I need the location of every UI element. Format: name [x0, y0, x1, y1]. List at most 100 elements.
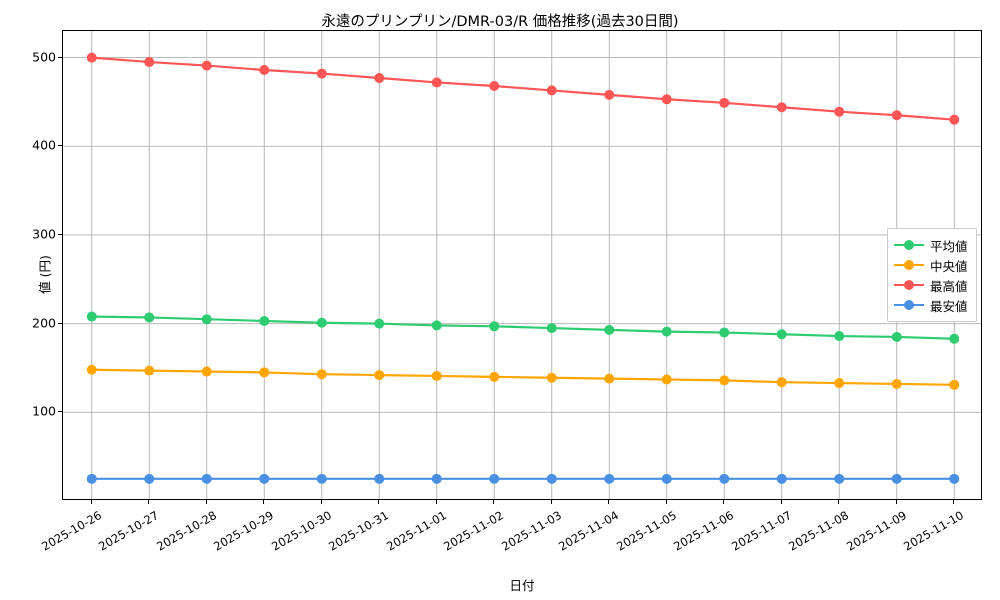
y-tick-mark — [58, 411, 62, 413]
data-point — [546, 85, 557, 96]
data-point — [86, 364, 97, 375]
x-tick-mark — [895, 500, 897, 504]
series-2 — [86, 364, 960, 390]
data-point — [604, 373, 615, 384]
data-point — [316, 473, 327, 484]
data-point — [431, 370, 442, 381]
y-tick-label: 500 — [32, 49, 56, 65]
data-point — [316, 369, 327, 380]
series-4 — [86, 473, 960, 484]
legend-marker-icon — [894, 258, 924, 272]
data-point — [259, 315, 270, 326]
x-tick-mark — [90, 500, 92, 504]
data-point — [201, 473, 212, 484]
data-point — [144, 57, 155, 68]
chart-legend: 平均値 中央値最高値最安値 — [887, 228, 977, 322]
data-point — [604, 89, 615, 100]
chart-title: 永遠のプリンプリン/DMR-03/R 価格推移(過去30日間) — [321, 14, 679, 30]
data-point — [604, 473, 615, 484]
x-tick-mark — [665, 500, 667, 504]
data-point — [661, 326, 672, 337]
x-tick-mark — [320, 500, 322, 504]
data-point — [891, 110, 902, 121]
data-point — [144, 312, 155, 323]
data-point — [661, 473, 672, 484]
data-point — [489, 321, 500, 332]
legend-label: 最高値 — [930, 278, 968, 294]
legend-label: 平均値 — [930, 238, 968, 254]
legend-marker-icon — [894, 278, 924, 292]
y-tick-label: 400 — [32, 137, 56, 153]
data-point — [374, 318, 385, 329]
y-tick-label: 200 — [32, 315, 56, 331]
data-point — [661, 94, 672, 105]
data-point — [834, 331, 845, 342]
data-point — [719, 375, 730, 386]
series-line — [90, 315, 956, 340]
y-tick-label: 300 — [32, 226, 56, 242]
y-tick-label: 100 — [32, 403, 56, 419]
data-point — [489, 80, 500, 91]
data-point — [374, 73, 385, 83]
data-point — [546, 372, 557, 383]
x-tick-mark — [435, 500, 437, 504]
data-point — [546, 473, 557, 484]
data-point — [776, 377, 787, 388]
series-line — [90, 368, 956, 386]
data-point — [891, 331, 902, 342]
legend-marker-icon — [894, 298, 924, 312]
y-axis-tick-labels: 100 200 300 400 500 — [6, 0, 56, 600]
data-point — [431, 473, 442, 484]
series-3 — [86, 52, 960, 125]
data-point — [776, 473, 787, 484]
data-point — [719, 327, 730, 338]
x-tick-mark — [953, 500, 955, 504]
x-tick-mark — [148, 500, 150, 504]
data-point — [316, 68, 327, 79]
x-axis-label: 日付 — [509, 578, 535, 593]
data-point — [949, 114, 960, 125]
legend-item: 中央値 — [894, 255, 968, 275]
data-point — [949, 379, 960, 390]
legend-item: 平均値 — [894, 235, 968, 255]
data-point — [949, 333, 960, 344]
legend-item: 最安値 — [894, 295, 968, 315]
plot-area — [62, 30, 982, 500]
data-point — [489, 473, 500, 484]
data-point — [834, 378, 845, 389]
plot-svg — [63, 31, 981, 499]
data-point — [661, 374, 672, 385]
data-point — [144, 365, 155, 376]
data-point — [431, 320, 442, 331]
x-tick-mark — [263, 500, 265, 504]
data-point — [86, 473, 97, 484]
x-tick-mark — [838, 500, 840, 504]
data-point — [259, 65, 270, 76]
data-point — [546, 323, 557, 334]
data-point — [374, 473, 385, 484]
data-point — [719, 473, 730, 484]
data-point — [891, 473, 902, 484]
series-line — [90, 56, 956, 121]
data-point — [86, 311, 97, 322]
data-point — [316, 317, 327, 328]
data-point — [776, 329, 787, 340]
data-point — [374, 370, 385, 381]
x-tick-mark — [378, 500, 380, 504]
data-point — [834, 106, 845, 117]
legend-label: 最安値 — [930, 298, 968, 314]
x-tick-mark — [723, 500, 725, 504]
data-point — [489, 371, 500, 382]
data-point — [201, 60, 212, 71]
x-tick-mark — [550, 500, 552, 504]
y-tick-mark — [58, 322, 62, 324]
data-point — [144, 473, 155, 484]
data-point — [431, 77, 442, 88]
legend-marker-icon — [894, 238, 924, 252]
x-tick-mark — [205, 500, 207, 504]
series-1 — [86, 311, 960, 344]
data-point — [259, 473, 270, 484]
data-point — [201, 366, 212, 377]
data-point — [834, 473, 845, 484]
y-tick-mark — [58, 56, 62, 58]
